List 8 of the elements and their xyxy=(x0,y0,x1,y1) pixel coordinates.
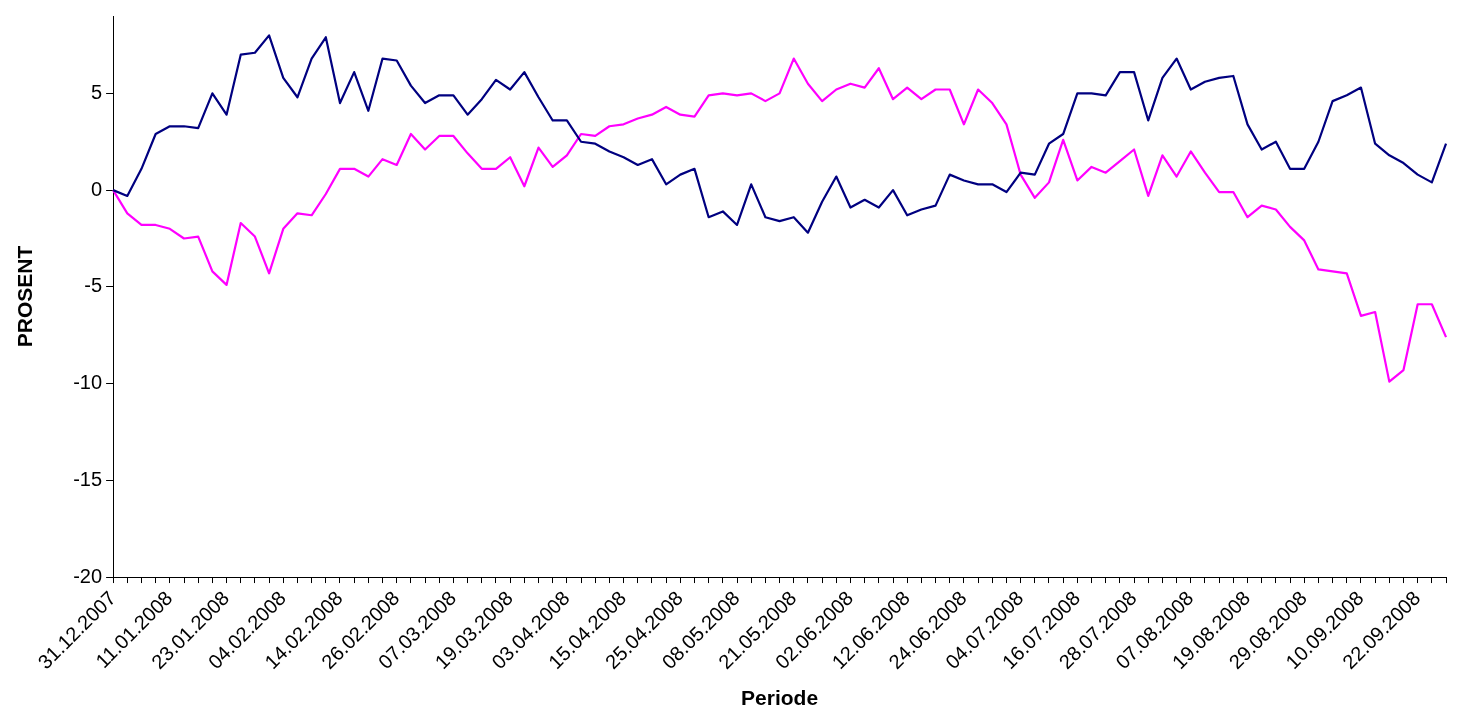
y-tick-label: 0 xyxy=(90,177,103,200)
y-tick-label: -15 xyxy=(73,467,103,490)
y-tick-label: -20 xyxy=(73,564,103,587)
y-axis-title: PROSENT xyxy=(13,245,37,348)
y-tick-label: -10 xyxy=(73,371,103,394)
y-tick-label: -5 xyxy=(84,274,103,297)
x-axis-title: Periode xyxy=(741,686,819,710)
y-tick-label: 5 xyxy=(90,80,103,103)
